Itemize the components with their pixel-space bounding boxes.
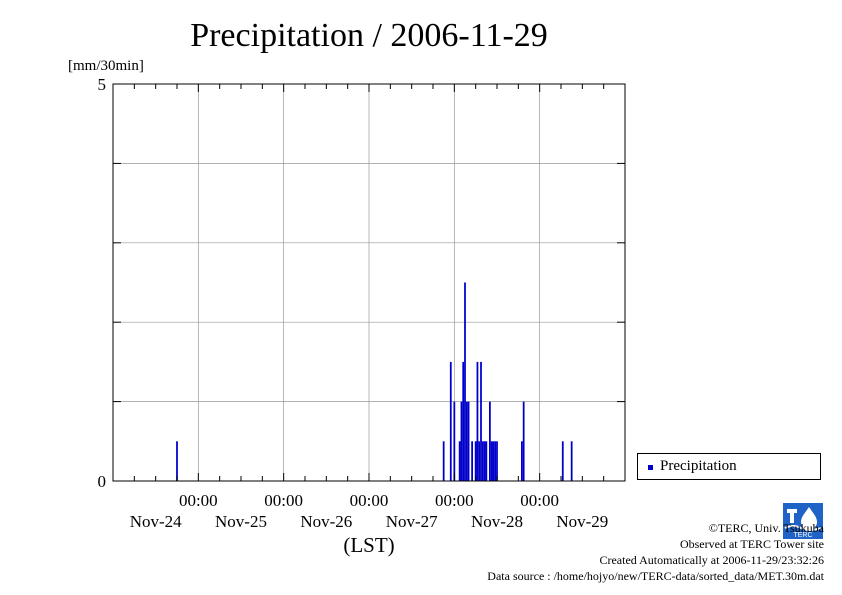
bar	[496, 441, 498, 481]
terc-logo-icon: TERC	[783, 503, 823, 539]
bar	[471, 441, 473, 481]
bar	[474, 441, 477, 481]
bar	[494, 441, 497, 481]
legend-swatch	[648, 465, 653, 470]
x-tick-time-label: 00:00	[435, 491, 474, 510]
x-tick-date-label: Nov-29	[556, 512, 608, 531]
y-tick-label: 0	[98, 472, 107, 491]
x-tick-time-label: 00:00	[179, 491, 218, 510]
x-tick-time-label: 00:00	[264, 491, 303, 510]
bar	[489, 401, 491, 481]
bar	[483, 441, 486, 481]
bar	[521, 441, 523, 481]
bar	[467, 401, 470, 481]
chart-title: Precipitation / 2006-11-29	[190, 17, 548, 54]
bar	[522, 401, 525, 481]
y-tick-label: 5	[98, 75, 107, 94]
bar	[476, 361, 479, 481]
bar	[478, 441, 481, 481]
site-text: Observed at TERC Tower site	[679, 537, 824, 551]
svg-text:TERC: TERC	[793, 532, 812, 539]
bar	[462, 361, 465, 481]
x-tick-time-label: 00:00	[520, 491, 559, 510]
bar	[481, 441, 484, 481]
bar	[485, 441, 488, 481]
copyright-text: ©TERC, Univ. Tsukuba	[708, 521, 824, 535]
bar	[480, 361, 482, 481]
bars-group	[176, 282, 573, 481]
bar	[449, 361, 452, 481]
x-tick-time-label: 00:00	[350, 491, 389, 510]
bar	[460, 401, 463, 481]
legend: Precipitation	[637, 453, 821, 480]
x-axis-label: (LST)	[343, 533, 394, 557]
bar	[176, 441, 178, 481]
bar	[458, 441, 461, 481]
credits-block: ©TERC, Univ. Tsukuba Observed at TERC To…	[487, 520, 824, 584]
grid-lines	[113, 84, 625, 481]
bar	[442, 441, 445, 481]
data-source-text: Data source : /home/hojyo/new/TERC-data/…	[487, 569, 824, 583]
bar	[465, 401, 468, 481]
x-tick-date-label: Nov-26	[300, 512, 352, 531]
bar	[570, 441, 573, 481]
bar	[453, 401, 456, 481]
x-tick-date-label: Nov-28	[471, 512, 523, 531]
bar	[464, 282, 466, 481]
bar	[490, 441, 493, 481]
legend-label: Precipitation	[660, 458, 737, 474]
x-tick-date-label: Nov-25	[215, 512, 267, 531]
created-text: Created Automatically at 2006-11-29/23:3…	[599, 553, 824, 567]
bar	[561, 441, 564, 481]
x-tick-date-label: Nov-24	[130, 512, 182, 531]
y-axis-unit-label: [mm/30min]	[68, 58, 144, 74]
bar	[492, 441, 495, 481]
axis-ticks: 0 5 00:00 Nov-24 00:00 Nov-25 00:00 Nov-26 00:00…	[98, 75, 625, 531]
x-tick-date-label: Nov-27	[386, 512, 438, 531]
